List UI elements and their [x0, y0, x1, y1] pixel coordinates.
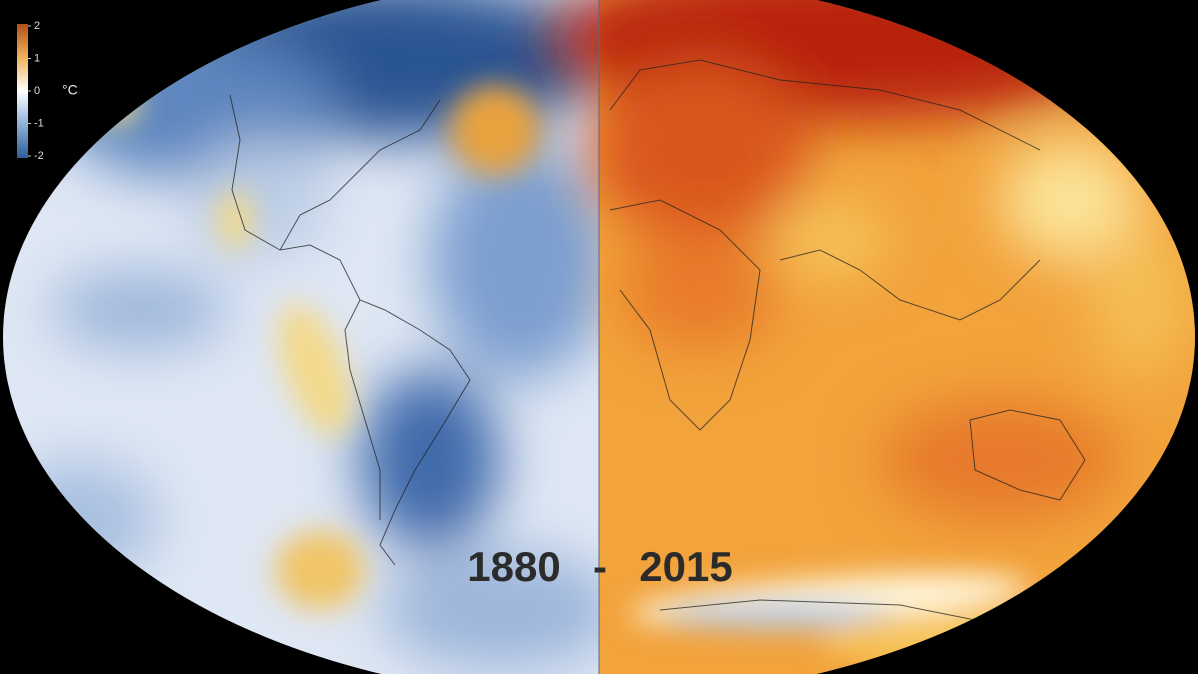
color-bar — [17, 24, 28, 158]
legend-unit: °C — [62, 82, 78, 98]
separator: - — [593, 543, 607, 590]
coastlines — [229, 59, 1086, 626]
left-anomalies — [3, 0, 620, 670]
right-anomalies — [550, 0, 1190, 520]
end-year: 2015 — [639, 543, 732, 590]
legend-tick-label: 1 — [34, 52, 40, 64]
legend-tick-label: -1 — [34, 117, 44, 129]
color-legend: °C 2 1 0 -1 -2 — [17, 20, 78, 162]
legend-tick-label: -2 — [34, 150, 44, 162]
legend-tick-label: 2 — [34, 20, 40, 32]
legend-tick-label: 0 — [34, 85, 40, 97]
start-year: 1880 — [467, 543, 560, 590]
